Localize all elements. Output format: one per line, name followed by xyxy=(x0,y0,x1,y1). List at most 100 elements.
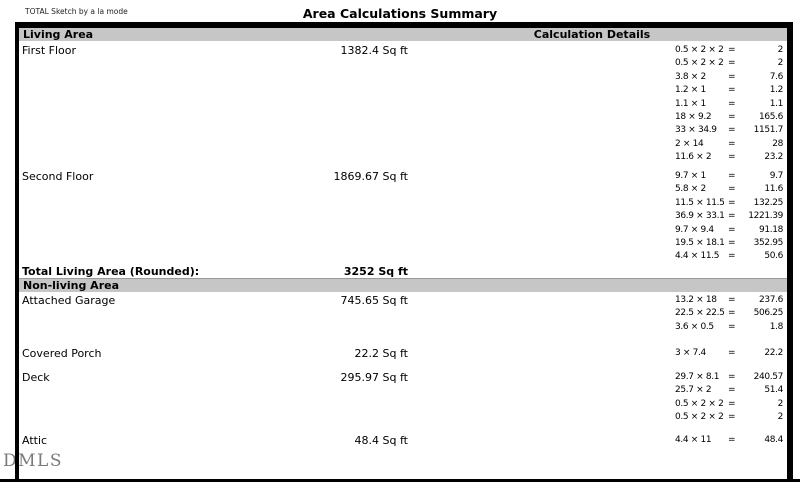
total-value: 3252 Sq ft xyxy=(343,265,408,278)
row-deck: Deck 295.97 Sq ft 29.7 × 8.1 = 240.57 25.7 × … xyxy=(0,371,800,425)
calc-line: 0.5 × 2 × 2 = 2 xyxy=(675,44,783,57)
calc-expression: 29.7 × 8.1 xyxy=(675,372,720,382)
calc-equals-sign: = xyxy=(728,138,736,149)
calc-equals-sign: = xyxy=(728,184,736,195)
calc-result: 9.7 xyxy=(769,171,784,181)
calc-line: 36.9 × 33.1 = 1221.39 xyxy=(675,210,783,223)
section-header-living-area: Living Area xyxy=(19,28,787,41)
app-tagline: TOTAL Sketch by a la mode xyxy=(25,7,128,16)
calc-result: 506.25 xyxy=(753,308,784,319)
calc-details-block: 13.2 × 18 = 237.6 22.5 × 22.5 = 506.25 3.6 × 0… xyxy=(675,294,783,334)
watermark: DMLS xyxy=(3,451,63,471)
calc-line: 1.1 × 1 = 1.1 xyxy=(675,98,783,111)
calc-details-block: 9.7 × 1 = 9.7 5.8 × 2 = 11.6 11.5 × 11.5 = 132.2… xyxy=(675,170,783,264)
calc-expression: 4.4 × 11 xyxy=(675,435,712,445)
row-area-value: 48.4 Sq ft xyxy=(354,434,408,447)
calc-result: 1.2 xyxy=(769,85,784,96)
calc-expression: 0.5 × 2 × 2 xyxy=(675,412,724,423)
calc-result: 7.6 xyxy=(769,71,784,82)
calc-equals-sign: = xyxy=(728,125,736,136)
calc-equals-sign: = xyxy=(728,237,736,248)
calc-result: 1.8 xyxy=(769,321,784,332)
calc-expression: 13.2 × 18 xyxy=(675,295,717,305)
row-second-floor: Second Floor 1869.67 Sq ft 9.7 × 1 = 9.7 5.8 … xyxy=(0,170,800,264)
calc-equals-sign: = xyxy=(728,412,736,423)
calc-expression: 0.5 × 2 × 2 xyxy=(675,45,724,55)
bottom-border-bar xyxy=(0,479,800,482)
row-area-value: 22.2 Sq ft xyxy=(354,347,408,360)
calc-expression: 19.5 × 18.1 xyxy=(675,237,725,248)
calc-expression: 1.1 × 1 xyxy=(675,98,706,109)
calc-expression: 0.5 × 2 × 2 xyxy=(675,398,724,409)
calc-line: 0.5 × 2 × 2 = 2 xyxy=(675,57,783,70)
calc-line: 5.8 × 2 = 11.6 xyxy=(675,183,783,196)
page-title: Area Calculations Summary xyxy=(302,6,498,21)
calc-result: 11.6 xyxy=(764,184,783,195)
calc-line: 3 × 7.4 = 22.2 xyxy=(675,347,783,360)
calc-equals-sign: = xyxy=(728,224,736,235)
calc-equals-sign: = xyxy=(728,85,736,96)
calc-result: 2 xyxy=(777,412,784,423)
calc-line: 33 × 34.9 = 1151.7 xyxy=(675,124,783,137)
calc-expression: 25.7 × 2 xyxy=(675,385,712,396)
calc-line: 13.2 × 18 = 237.6 xyxy=(675,294,783,307)
calc-result: 51.4 xyxy=(764,385,783,396)
calc-result: 22.2 xyxy=(764,348,783,358)
row-label: Attic xyxy=(22,434,48,447)
calc-line: 2 × 14 = 28 xyxy=(675,138,783,151)
calc-line: 0.5 × 2 × 2 = 2 xyxy=(675,398,783,411)
section-header-label: Living Area xyxy=(23,28,94,41)
row-label: Attached Garage xyxy=(22,294,116,307)
calc-result: 1.1 xyxy=(769,98,784,109)
row-area-value: 745.65 Sq ft xyxy=(340,294,408,307)
calc-result: 165.6 xyxy=(758,111,783,122)
calc-equals-sign: = xyxy=(728,385,736,396)
total-label: Total Living Area (Rounded): xyxy=(22,265,200,278)
column-header-calculation-details: Calculation Details xyxy=(533,28,651,41)
calc-result: 132.25 xyxy=(753,197,784,208)
row-label: Second Floor xyxy=(22,170,94,183)
calc-equals-sign: = xyxy=(728,197,736,208)
calc-equals-sign: = xyxy=(728,251,736,262)
row-area-value: 1382.4 Sq ft xyxy=(340,44,408,57)
calc-expression: 11.5 × 11.5 xyxy=(675,197,725,208)
row-attached-garage: Attached Garage 745.65 Sq ft 13.2 × 18 = 237… xyxy=(0,294,800,334)
row-attic: Attic 48.4 Sq ft 4.4 × 11 = 48.4 xyxy=(0,434,800,447)
calc-line: 9.7 × 9.4 = 91.18 xyxy=(675,224,783,237)
calc-equals-sign: = xyxy=(728,295,736,305)
calc-expression: 11.6 × 2 xyxy=(675,152,712,163)
calc-result: 237.6 xyxy=(758,295,783,305)
calc-line: 29.7 × 8.1 = 240.57 xyxy=(675,371,783,384)
calc-expression: 2 × 14 xyxy=(675,138,704,149)
calc-result: 1221.39 xyxy=(748,211,783,222)
row-first-floor: First Floor 1382.4 Sq ft 0.5 × 2 × 2 = 2 0.5 … xyxy=(0,44,800,165)
row-covered-porch: Covered Porch 22.2 Sq ft 3 × 7.4 = 22.2 xyxy=(0,347,800,360)
calc-line: 4.4 × 11.5 = 50.6 xyxy=(675,250,783,263)
calc-expression: 33 × 34.9 xyxy=(675,125,717,136)
section-header-label: Non-living Area xyxy=(23,279,119,292)
calc-details-block: 0.5 × 2 × 2 = 2 0.5 × 2 × 2 = 2 3.8 × 2 = 7.6 1.2… xyxy=(675,44,783,165)
calc-line: 3.8 × 2 = 7.6 xyxy=(675,71,783,84)
calc-equals-sign: = xyxy=(728,211,736,222)
calc-details-block: 29.7 × 8.1 = 240.57 25.7 × 2 = 51.4 0.5 × 2 × … xyxy=(675,371,783,425)
calc-equals-sign: = xyxy=(728,111,736,122)
calc-expression: 4.4 × 11.5 xyxy=(675,251,720,262)
calc-line: 19.5 × 18.1 = 352.95 xyxy=(675,237,783,250)
row-label: Covered Porch xyxy=(22,347,102,360)
calc-details-block: 4.4 × 11 = 48.4 xyxy=(675,434,783,447)
calc-equals-sign: = xyxy=(728,45,736,55)
section-header-non-living-area: Non-living Area xyxy=(19,278,787,292)
row-area-value: 295.97 Sq ft xyxy=(340,371,408,384)
calc-expression: 0.5 × 2 × 2 xyxy=(675,58,724,69)
calc-result: 2 xyxy=(777,45,784,55)
calc-line: 9.7 × 1 = 9.7 xyxy=(675,170,783,183)
calc-expression: 3.8 × 2 xyxy=(675,71,706,82)
calc-line: 0.5 × 2 × 2 = 2 xyxy=(675,411,783,424)
calc-equals-sign: = xyxy=(728,171,736,181)
calc-result: 2 xyxy=(777,58,784,69)
calc-expression: 9.7 × 9.4 xyxy=(675,224,714,235)
calc-equals-sign: = xyxy=(728,152,736,163)
calc-line: 22.5 × 22.5 = 506.25 xyxy=(675,307,783,320)
calc-expression: 9.7 × 1 xyxy=(675,171,706,181)
